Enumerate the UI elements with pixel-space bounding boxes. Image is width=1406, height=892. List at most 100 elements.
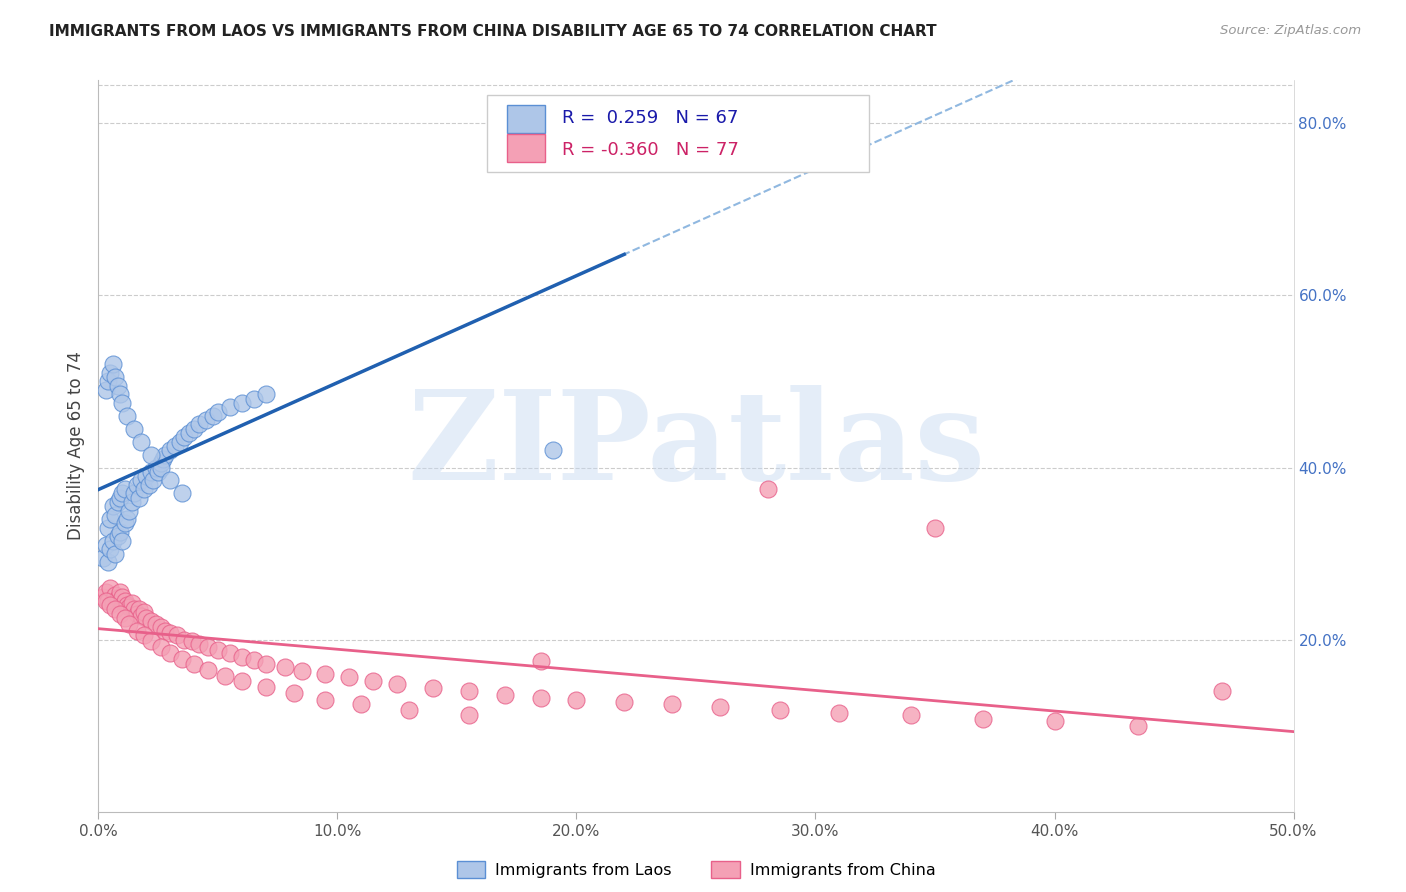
Point	[114, 611, 136, 625]
Point	[207, 404, 229, 418]
Point	[107, 591, 129, 606]
Point	[111, 396, 134, 410]
Point	[661, 697, 683, 711]
Point	[97, 521, 120, 535]
Point	[231, 649, 253, 664]
Point	[131, 474, 153, 488]
Point	[243, 392, 266, 406]
FancyBboxPatch shape	[486, 95, 869, 171]
Point	[363, 673, 385, 688]
Point	[1128, 719, 1150, 733]
Point	[172, 651, 194, 665]
Point	[315, 667, 337, 681]
Point	[180, 634, 202, 648]
Point	[155, 448, 177, 462]
Point	[111, 590, 134, 604]
Point	[138, 477, 160, 491]
Point	[97, 594, 120, 608]
Point	[254, 387, 277, 401]
Point	[169, 434, 191, 449]
Point	[828, 706, 851, 720]
Point	[613, 142, 636, 156]
Text: ZIPatlas: ZIPatlas	[406, 385, 986, 507]
Point	[128, 602, 150, 616]
Point	[219, 401, 242, 415]
Point	[166, 628, 188, 642]
Point	[142, 474, 165, 488]
Point	[197, 640, 219, 654]
Legend: Immigrants from Laos, Immigrants from China: Immigrants from Laos, Immigrants from Ch…	[450, 855, 942, 884]
Point	[125, 624, 148, 638]
Point	[458, 708, 481, 723]
Point	[1043, 714, 1066, 729]
Point	[565, 693, 588, 707]
Point	[159, 625, 181, 640]
Point	[131, 434, 153, 449]
Point	[243, 653, 266, 667]
Point	[132, 605, 155, 619]
Point	[115, 409, 138, 423]
Point	[94, 594, 117, 608]
Point	[149, 620, 172, 634]
Point	[101, 500, 124, 514]
Point	[111, 533, 134, 548]
Text: IMMIGRANTS FROM LAOS VS IMMIGRANTS FROM CHINA DISABILITY AGE 65 TO 74 CORRELATIO: IMMIGRANTS FROM LAOS VS IMMIGRANTS FROM …	[49, 24, 936, 39]
Point	[149, 460, 172, 475]
FancyBboxPatch shape	[508, 135, 546, 162]
Point	[131, 608, 153, 623]
Point	[118, 503, 141, 517]
Point	[283, 686, 305, 700]
Point	[98, 598, 122, 612]
Point	[111, 486, 134, 500]
Point	[115, 598, 138, 612]
Point	[98, 366, 122, 380]
Point	[172, 486, 194, 500]
Point	[530, 654, 553, 668]
Point	[118, 599, 141, 614]
Point	[104, 508, 127, 522]
Point	[254, 680, 277, 694]
Point	[97, 555, 120, 569]
Point	[219, 646, 242, 660]
Point	[145, 617, 167, 632]
Point	[135, 611, 157, 625]
Point	[108, 607, 131, 621]
Point	[107, 529, 129, 543]
Point	[98, 581, 122, 595]
Point	[139, 614, 162, 628]
Point	[274, 660, 297, 674]
Point	[613, 695, 636, 709]
Point	[155, 624, 177, 638]
Point	[125, 477, 148, 491]
Point	[541, 443, 564, 458]
Point	[108, 387, 131, 401]
Point	[114, 594, 136, 608]
Point	[458, 684, 481, 698]
Point	[1211, 684, 1233, 698]
Point	[124, 422, 146, 436]
Point	[924, 521, 946, 535]
Point	[254, 657, 277, 671]
Point	[385, 677, 409, 691]
Point	[108, 585, 131, 599]
Point	[94, 585, 117, 599]
Point	[494, 688, 516, 702]
Point	[104, 370, 127, 384]
Point	[972, 712, 994, 726]
Point	[107, 378, 129, 392]
Point	[183, 422, 205, 436]
Point	[179, 426, 201, 441]
Point	[231, 396, 253, 410]
Point	[94, 383, 117, 397]
Point	[118, 617, 141, 632]
Point	[315, 693, 337, 707]
Point	[108, 524, 131, 539]
Point	[104, 588, 127, 602]
Y-axis label: Disability Age 65 to 74: Disability Age 65 to 74	[66, 351, 84, 541]
Point	[202, 409, 225, 423]
Point	[124, 486, 146, 500]
Text: R =  0.259   N = 67: R = 0.259 N = 67	[562, 110, 738, 128]
Point	[115, 512, 138, 526]
Point	[97, 375, 120, 389]
Point	[98, 512, 122, 526]
